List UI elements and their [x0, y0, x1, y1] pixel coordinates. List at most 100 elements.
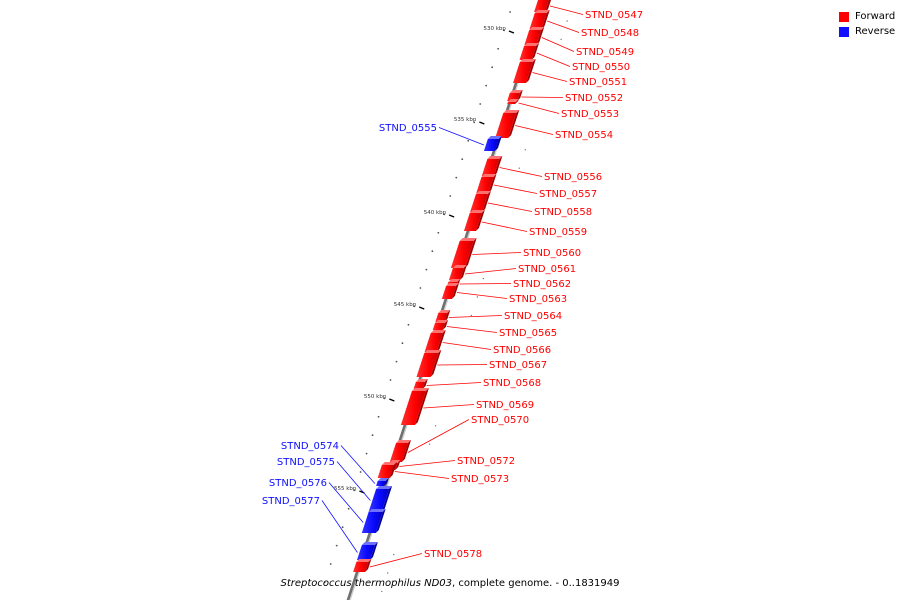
gene-STND_0578-top [356, 559, 372, 562]
gene-STND_0573-side [389, 462, 397, 478]
gene-STND_0554-top [503, 110, 520, 113]
gene-label[interactable]: STND_0548 [581, 28, 639, 39]
gene-STND_0560-top [459, 238, 477, 241]
gene-STND_0565[interactable] [432, 323, 446, 330]
minor-tick [497, 47, 500, 50]
gene-STND_0555[interactable] [483, 139, 499, 151]
gene-STND_0555-side [494, 136, 502, 151]
gene-label[interactable]: STND_0547 [585, 10, 643, 21]
gene-STND_0551-side [526, 59, 536, 83]
minor-tick [560, 38, 562, 41]
gene-label[interactable]: STND_0569 [476, 400, 534, 411]
gene-STND_0556[interactable] [481, 159, 500, 176]
genome-description: , complete genome. - 0..1831949 [452, 578, 620, 589]
gene-STND_0557[interactable] [476, 177, 494, 193]
minor-tick [473, 121, 476, 124]
gene-STND_0550[interactable] [519, 46, 537, 60]
major-tick [389, 398, 395, 402]
minor-tick [341, 526, 344, 529]
gene-STND_0569[interactable] [400, 391, 426, 425]
gene-STND_0549-top [529, 27, 545, 30]
gene-label[interactable]: STND_0549 [576, 47, 634, 58]
gene-STND_0558[interactable] [470, 194, 488, 212]
leader-line [549, 5, 584, 15]
gene-STND_0557-top [481, 174, 497, 177]
gene-label[interactable]: STND_0574 [281, 441, 339, 452]
minor-tick [455, 176, 458, 179]
gene-label[interactable]: STND_0559 [529, 227, 587, 238]
gene-label[interactable]: STND_0567 [489, 360, 547, 371]
reverse-swatch [839, 26, 849, 37]
gene-label[interactable]: STND_0572 [457, 456, 515, 467]
gene-STND_0559[interactable] [463, 213, 482, 231]
gene-label[interactable]: STND_0553 [561, 109, 619, 120]
gene-label[interactable]: STND_0576 [269, 478, 327, 489]
leader-line [472, 252, 522, 255]
gene-STND_0563[interactable] [441, 286, 457, 299]
gene-STND_0566[interactable] [424, 333, 443, 352]
gene-STND_0577[interactable] [357, 545, 375, 560]
gene-STND_0567[interactable] [416, 353, 439, 377]
gene-label[interactable]: STND_0560 [523, 248, 581, 259]
gene-label[interactable]: STND_0552 [565, 93, 623, 104]
leader-line [464, 268, 517, 275]
gene-label[interactable]: STND_0568 [483, 378, 541, 389]
gene-STND_0551[interactable] [513, 62, 533, 83]
gene-STND_0570-top [396, 440, 412, 443]
gene-STND_0578[interactable] [353, 562, 369, 572]
legend-forward: Forward [839, 9, 895, 24]
gene-label[interactable]: STND_0577 [262, 496, 320, 507]
gene-label[interactable]: STND_0575 [277, 457, 335, 468]
gene-STND_0573[interactable] [377, 465, 394, 478]
gene-label[interactable]: STND_0551 [569, 77, 627, 88]
gene-label[interactable]: STND_0561 [518, 264, 576, 275]
leader-line [448, 315, 503, 318]
gene-STND_0574-top [377, 478, 389, 481]
gene-label[interactable]: STND_0578 [424, 549, 482, 560]
gene-label[interactable]: STND_0557 [539, 189, 597, 200]
gene-label[interactable]: STND_0562 [513, 279, 571, 290]
minor-tick [347, 507, 350, 510]
gene-STND_0568-side [422, 379, 428, 389]
leader-line [481, 221, 528, 232]
gene-label[interactable]: STND_0573 [451, 474, 509, 485]
gene-STND_0555-top [487, 136, 502, 139]
gene-STND_0570[interactable] [389, 443, 409, 462]
gene-STND_0547[interactable] [534, 0, 549, 12]
gene-STND_0554[interactable] [495, 113, 517, 138]
gene-label[interactable]: STND_0570 [471, 415, 529, 426]
gene-label[interactable]: STND_0565 [499, 328, 557, 339]
gene-STND_0548[interactable] [529, 13, 547, 29]
gene-STND_0553[interactable] [507, 102, 516, 104]
minor-tick [425, 268, 428, 271]
gene-STND_0562-top [448, 279, 461, 282]
gene-STND_0556-side [493, 156, 503, 176]
gene-STND_0574[interactable] [376, 481, 386, 486]
gene-labels: STND_0547 STND_0548 STND_0549 STND_0550 STND… [262, 5, 643, 568]
minor-tick [443, 213, 446, 216]
leader-line [328, 482, 364, 523]
gene-label[interactable]: STND_0555 [379, 123, 437, 134]
gene-STND_0568[interactable] [413, 382, 425, 389]
gene-STND_0564[interactable] [435, 313, 448, 322]
minor-tick [381, 590, 383, 593]
gene-label[interactable]: STND_0563 [509, 294, 567, 305]
gene-STND_0560[interactable] [450, 241, 474, 268]
gene-label[interactable]: STND_0554 [555, 130, 613, 141]
gene-label[interactable]: STND_0566 [493, 345, 551, 356]
gene-STND_0549[interactable] [524, 30, 542, 45]
gene-STND_0561[interactable] [449, 268, 464, 280]
gene-label[interactable]: STND_0550 [572, 62, 630, 73]
gene-label[interactable]: STND_0556 [544, 172, 602, 183]
gene-STND_0563-top [446, 283, 460, 286]
scale-label: 535 kbp [454, 117, 477, 123]
minor-tick [509, 11, 511, 13]
minor-tick [395, 360, 398, 363]
gene-label[interactable]: STND_0564 [504, 311, 562, 322]
gene-STND_0575[interactable] [368, 489, 390, 512]
gene-STND_0577-top [361, 542, 378, 545]
gene-label[interactable]: STND_0558 [534, 207, 592, 218]
gene-STND_0576[interactable] [361, 512, 383, 533]
leader-line [426, 382, 482, 386]
